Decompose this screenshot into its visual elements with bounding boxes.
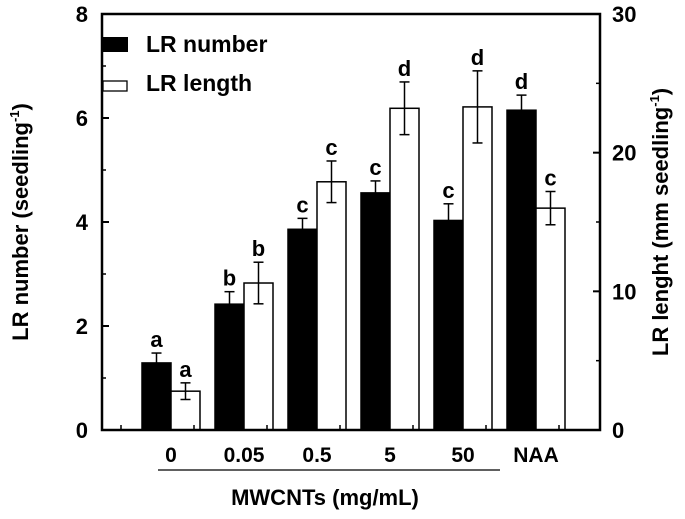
y-tick-label: 4 (76, 210, 89, 235)
significance-letter: a (150, 327, 163, 352)
bar-lr-number (214, 303, 245, 431)
y2-tick-label: 30 (612, 2, 636, 27)
y-axis-label: LR number (seedling-1) (7, 103, 33, 341)
x-tick-label: 50 (451, 444, 474, 467)
significance-letter: d (471, 45, 484, 70)
bar-lr-number (360, 192, 391, 431)
x-tick-label: 0.05 (224, 444, 265, 467)
bar-lr-length (389, 107, 420, 431)
x-tick-label: 5 (384, 444, 396, 467)
y2-axis-label-text: LR lenght (mm seedling (648, 107, 673, 356)
y-tick-label: 6 (76, 106, 88, 131)
y2-tick-label: 0 (612, 418, 624, 443)
significance-letter: a (179, 357, 192, 382)
x-tick-label: 0 (165, 444, 177, 467)
legend-swatch-lr-length (102, 80, 128, 92)
y-axis-label-sup: -1 (7, 110, 22, 122)
significance-letter: d (398, 56, 411, 81)
bar-lr-number (433, 219, 464, 431)
legend-swatch-lr-number (102, 37, 128, 52)
significance-letter: b (223, 266, 236, 291)
significance-letter: c (544, 165, 556, 190)
significance-letter: d (515, 69, 528, 94)
y2-axis-label: LR lenght (mm seedling-1) (647, 88, 673, 356)
y2-tick-label: 20 (612, 141, 636, 166)
bar-lr-length (535, 207, 566, 431)
bar-lr-length (243, 282, 274, 431)
legend-label-lr-length: LR length (146, 70, 252, 96)
y-axis-label-text: LR number (seedling (8, 122, 33, 341)
y-tick-label: 8 (76, 2, 88, 27)
x-axis-label: MWCNTs (mg/mL) (231, 485, 419, 510)
bar-lr-number (141, 362, 172, 431)
bar-lr-length (316, 181, 347, 431)
y-tick-label: 0 (76, 418, 88, 443)
x-tick-label: NAA (513, 444, 559, 467)
y2-axis-label-sup: -1 (647, 95, 662, 107)
y-tick-label: 2 (76, 314, 88, 339)
significance-letter: c (369, 155, 381, 180)
y-axis-label-end: ) (8, 103, 33, 110)
bar-lr-length (462, 106, 493, 431)
legend-label-lr-number: LR number (146, 31, 267, 57)
y2-tick-label: 10 (612, 279, 636, 304)
significance-letter: c (296, 192, 308, 217)
significance-letter: b (252, 236, 265, 261)
significance-letter: c (325, 135, 337, 160)
x-tick-label: 0.5 (302, 444, 332, 467)
bar-lr-number (506, 109, 537, 431)
significance-letter: c (442, 178, 454, 203)
bar-lr-number (287, 228, 318, 431)
y2-axis-label-end: ) (648, 88, 673, 95)
